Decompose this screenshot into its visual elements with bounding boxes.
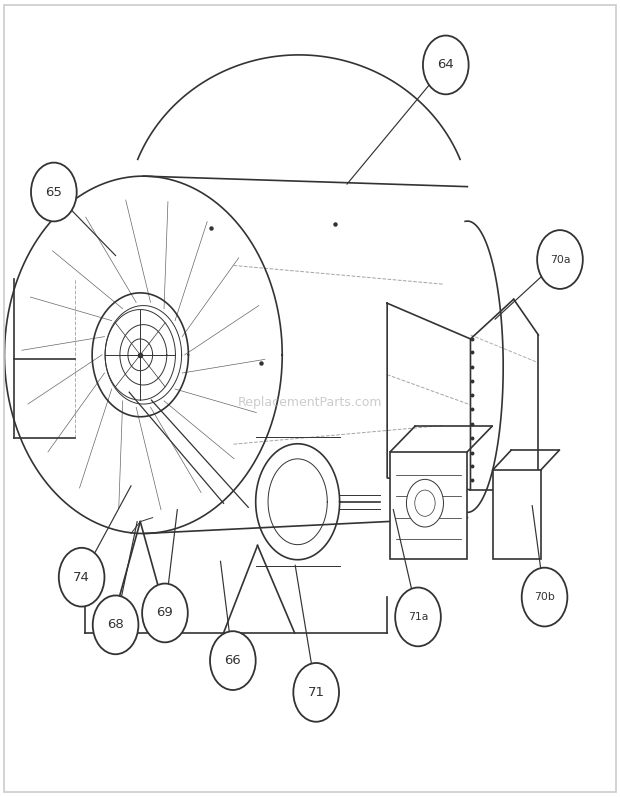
Circle shape	[293, 663, 339, 722]
Text: 74: 74	[73, 571, 90, 583]
Circle shape	[395, 587, 441, 646]
FancyBboxPatch shape	[390, 452, 467, 559]
Text: 71: 71	[308, 686, 325, 699]
Text: 70b: 70b	[534, 592, 555, 602]
Text: 68: 68	[107, 618, 124, 631]
Circle shape	[537, 230, 583, 289]
Text: 71a: 71a	[408, 612, 428, 622]
Text: ReplacementParts.com: ReplacementParts.com	[237, 396, 383, 409]
Circle shape	[210, 631, 255, 690]
Text: 70a: 70a	[550, 254, 570, 265]
Circle shape	[423, 36, 469, 94]
Circle shape	[142, 583, 188, 642]
Text: 66: 66	[224, 654, 241, 667]
Text: 65: 65	[45, 186, 62, 198]
Circle shape	[407, 479, 443, 527]
Circle shape	[93, 595, 138, 654]
Circle shape	[59, 548, 104, 607]
Circle shape	[31, 163, 77, 222]
Circle shape	[521, 567, 567, 626]
Text: 64: 64	[438, 58, 454, 72]
Text: 69: 69	[157, 607, 174, 619]
Circle shape	[415, 490, 435, 516]
FancyBboxPatch shape	[493, 470, 541, 559]
